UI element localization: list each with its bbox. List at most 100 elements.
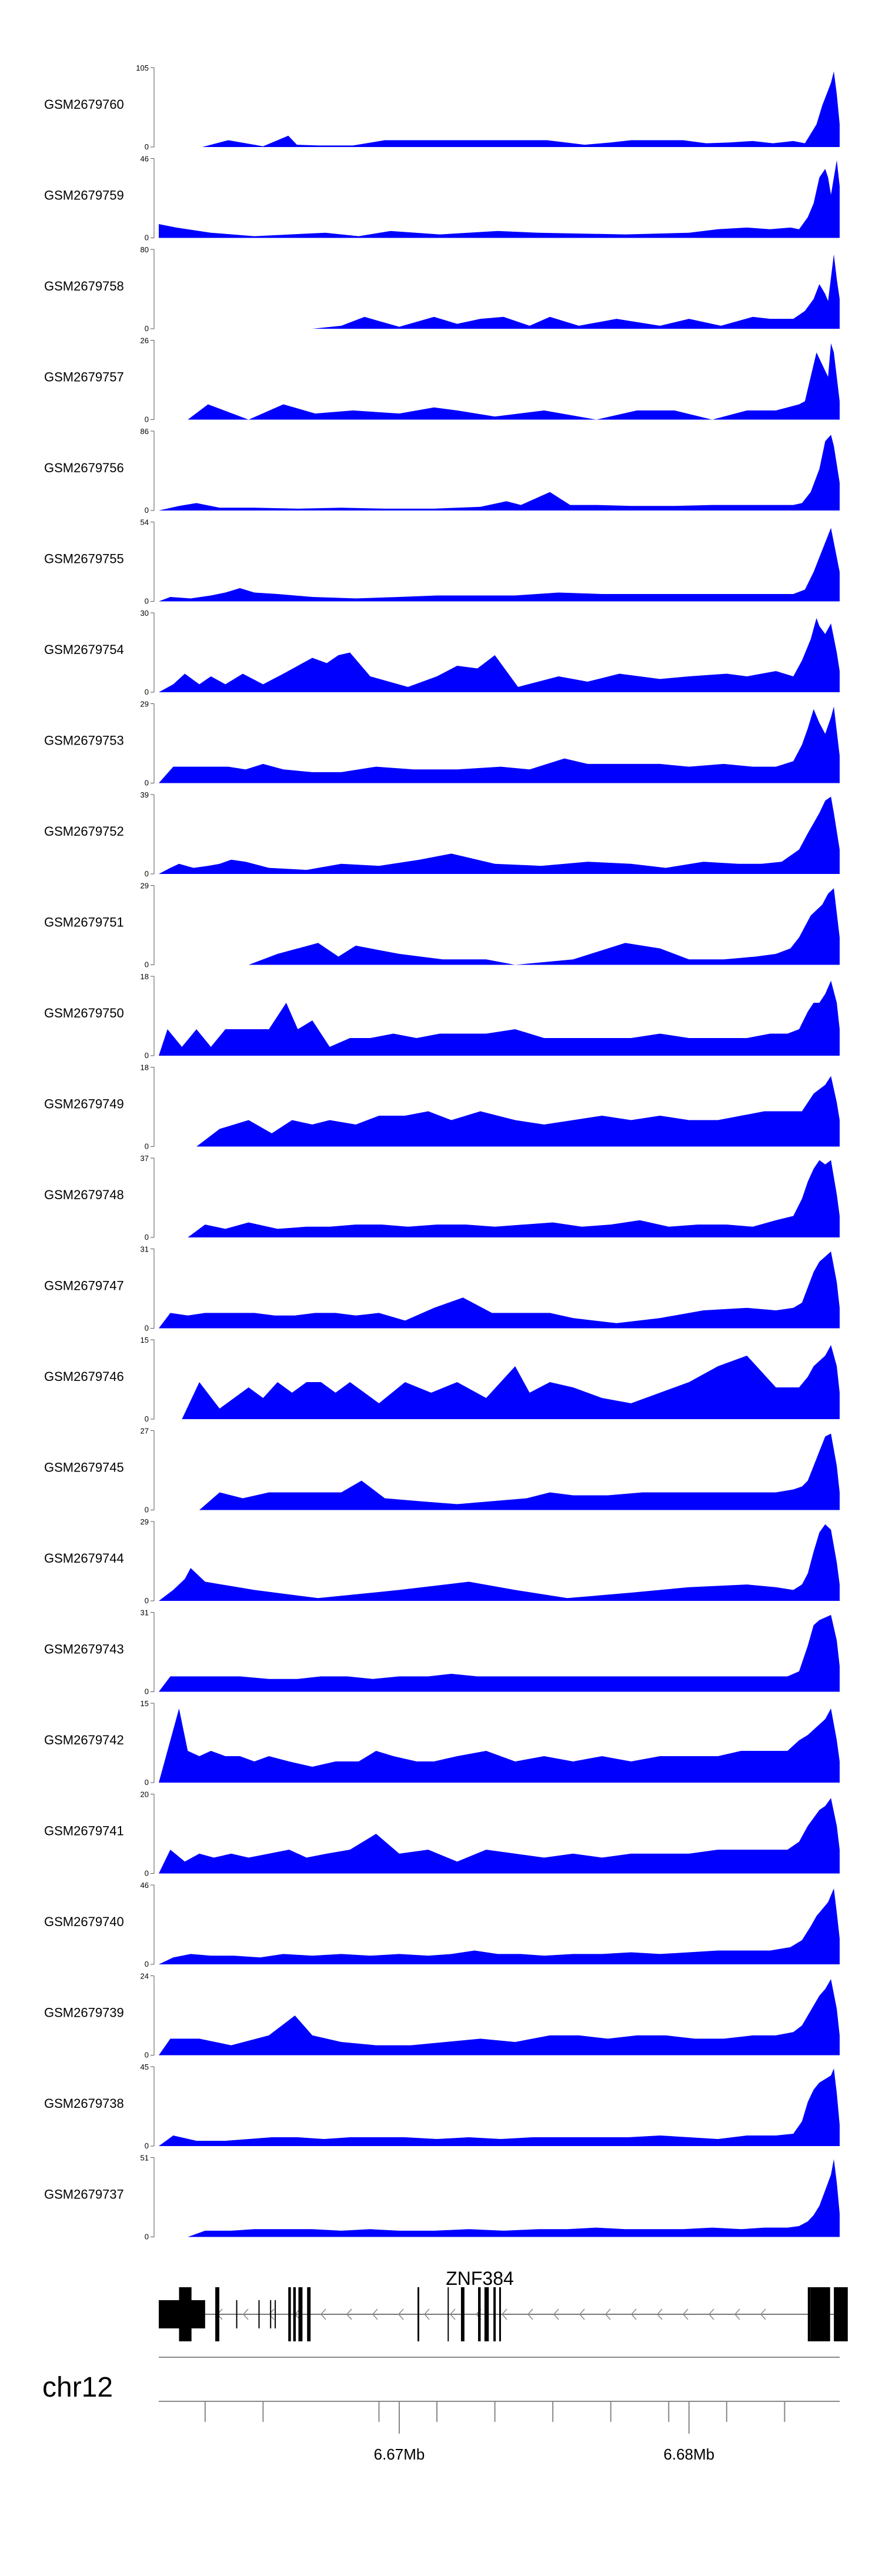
- track-label: GSM2679742: [44, 1733, 124, 1747]
- track-label: GSM2679750: [44, 1006, 124, 1020]
- coverage-area: [182, 1345, 840, 1419]
- tick-label: 6.67Mb: [374, 2445, 425, 2463]
- y-min-label: 0: [145, 1960, 149, 1968]
- y-max-label: 54: [141, 518, 149, 527]
- track-label: GSM2679743: [44, 1642, 124, 1657]
- track-label: GSM2679760: [44, 97, 124, 112]
- y-max-label: 80: [141, 245, 149, 254]
- y-max-label: 31: [141, 1245, 149, 1254]
- y-min-label: 0: [145, 2141, 149, 2150]
- y-max-label: 15: [141, 1699, 149, 1708]
- strand-arrow: [708, 2308, 714, 2320]
- track-label: GSM2679753: [44, 733, 124, 748]
- strand-arrow: [682, 2308, 689, 2320]
- track-label: GSM2679755: [44, 552, 124, 566]
- y-min-label: 0: [145, 869, 149, 878]
- y-min-label: 0: [145, 1051, 149, 1060]
- strand-arrow: [527, 2308, 533, 2320]
- utr-exon: [236, 2300, 238, 2328]
- track-GSM2679749: GSM2679749 18 0: [44, 1063, 840, 1151]
- y-min-label: 0: [145, 1596, 149, 1605]
- coverage-area: [159, 2068, 840, 2146]
- strand-arrow: [760, 2308, 766, 2320]
- gene-model-track: ZNF384: [159, 2268, 848, 2341]
- y-min-label: 0: [145, 2233, 149, 2241]
- coding-exon: [179, 2287, 192, 2341]
- y-min-label: 0: [145, 415, 149, 424]
- utr-exon: [275, 2300, 276, 2328]
- y-min-label: 0: [145, 1414, 149, 1423]
- tick-label: 6.68Mb: [663, 2445, 714, 2463]
- strand-arrow: [630, 2308, 637, 2320]
- track-GSM2679740: GSM2679740 46 0: [44, 1881, 840, 1968]
- coverage-area: [188, 1160, 840, 1237]
- track-GSM2679738: GSM2679738 45 0: [44, 2063, 840, 2150]
- strand-arrow: [604, 2308, 611, 2320]
- coverage-area: [196, 1076, 840, 1147]
- strand-arrow: [501, 2308, 507, 2320]
- strand-arrow: [320, 2308, 326, 2320]
- coding-exon: [807, 2287, 811, 2341]
- y-min-label: 0: [145, 1506, 149, 1514]
- track-label: GSM2679747: [44, 1279, 124, 1293]
- y-min-label: 0: [145, 960, 149, 969]
- y-min-label: 0: [145, 1869, 149, 1878]
- track-label: GSM2679746: [44, 1369, 124, 1384]
- y-max-label: 24: [141, 1972, 149, 1981]
- y-max-label: 29: [141, 1517, 149, 1526]
- y-min-label: 0: [145, 1142, 149, 1151]
- y-max-label: 20: [141, 1790, 149, 1799]
- track-GSM2679756: GSM2679756 86 0: [44, 427, 840, 515]
- coding-exon: [478, 2287, 481, 2341]
- strand-arrow: [372, 2308, 378, 2320]
- track-GSM2679737: GSM2679737 51 0: [44, 2154, 840, 2241]
- y-min-label: 0: [145, 2051, 149, 2060]
- utr-exon: [258, 2300, 260, 2328]
- track-label: GSM2679737: [44, 2187, 124, 2202]
- y-max-label: 27: [141, 1427, 149, 1436]
- strand-arrow: [397, 2308, 404, 2320]
- coding-exon: [493, 2287, 496, 2341]
- track-GSM2679753: GSM2679753 29 0: [44, 700, 840, 788]
- coverage-area: [159, 1614, 840, 1692]
- strand-arrow: [579, 2308, 585, 2320]
- y-max-label: 18: [141, 1063, 149, 1072]
- track-label: GSM2679751: [44, 915, 124, 930]
- y-max-label: 30: [141, 609, 149, 618]
- track-GSM2679754: GSM2679754 30 0: [44, 609, 840, 696]
- track-GSM2679751: GSM2679751 29 0: [44, 882, 840, 969]
- coding-exon: [293, 2287, 296, 2341]
- track-GSM2679744: GSM2679744 29 0: [44, 1517, 840, 1605]
- coverage-area: [199, 1433, 840, 1510]
- coding-exon: [215, 2287, 219, 2341]
- coverage-area: [159, 160, 840, 238]
- y-max-label: 86: [141, 427, 149, 436]
- strand-arrow: [346, 2308, 352, 2320]
- track-label: GSM2679752: [44, 824, 124, 839]
- track-GSM2679746: GSM2679746 15 0: [44, 1336, 840, 1423]
- track-label: GSM2679745: [44, 1460, 124, 1475]
- strand-arrow: [734, 2308, 740, 2320]
- utr-exon: [270, 2300, 272, 2328]
- track-GSM2679739: GSM2679739 24 0: [44, 1972, 840, 2060]
- strand-arrow: [656, 2308, 663, 2320]
- y-min-label: 0: [145, 324, 149, 333]
- y-min-label: 0: [145, 1778, 149, 1787]
- track-GSM2679743: GSM2679743 31 0: [44, 1609, 840, 1696]
- track-GSM2679750: GSM2679750 18 0: [44, 972, 840, 1060]
- track-label: GSM2679738: [44, 2096, 124, 2111]
- track-label: GSM2679748: [44, 1187, 124, 1202]
- coverage-area: [159, 618, 840, 692]
- y-max-label: 46: [141, 1881, 149, 1890]
- coding-exon: [460, 2287, 465, 2341]
- y-max-label: 18: [141, 972, 149, 981]
- y-max-label: 26: [141, 336, 149, 345]
- coverage-area: [159, 1709, 840, 1783]
- track-label: GSM2679756: [44, 461, 124, 475]
- track-GSM2679745: GSM2679745 27 0: [44, 1427, 840, 1514]
- strand-arrow: [449, 2308, 456, 2320]
- coding-exon: [447, 2287, 449, 2341]
- track-GSM2679757: GSM2679757 26 0: [44, 336, 840, 424]
- y-min-label: 0: [145, 233, 149, 242]
